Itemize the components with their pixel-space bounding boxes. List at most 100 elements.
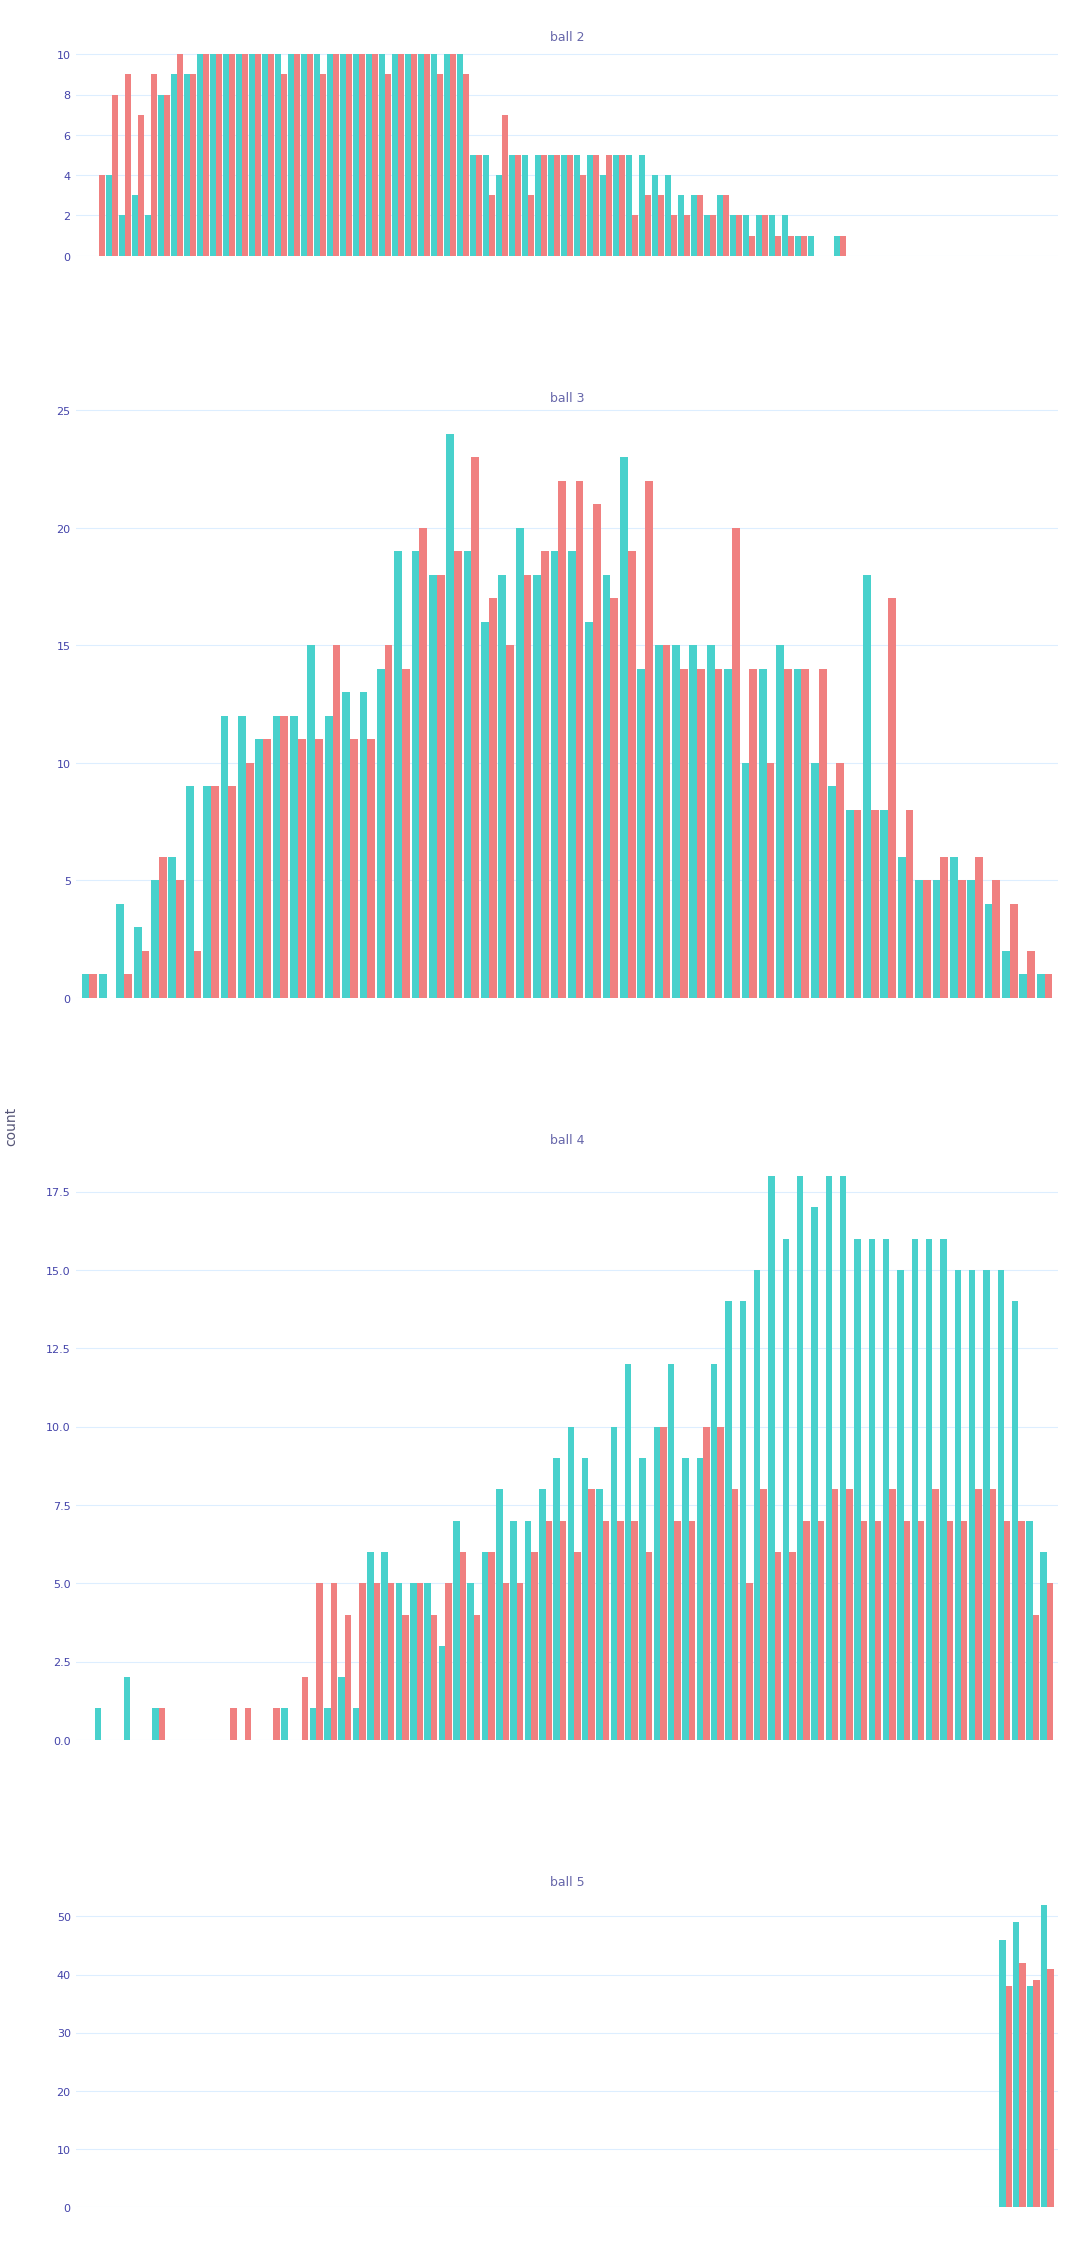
Bar xyxy=(589,1489,595,1741)
Bar xyxy=(788,236,794,257)
Bar xyxy=(723,196,729,257)
Bar xyxy=(775,236,781,257)
Bar xyxy=(1010,905,1017,998)
Bar xyxy=(756,216,762,257)
Bar xyxy=(338,1678,345,1741)
Bar xyxy=(298,741,306,998)
Bar xyxy=(437,74,443,257)
Bar xyxy=(834,236,840,257)
Bar xyxy=(90,975,97,998)
Bar xyxy=(203,786,211,998)
Bar xyxy=(610,1428,617,1741)
Bar xyxy=(424,1583,431,1741)
Bar xyxy=(489,599,497,998)
Bar xyxy=(689,1520,696,1741)
Bar xyxy=(316,1583,323,1741)
Bar xyxy=(429,577,436,998)
Bar xyxy=(474,1615,481,1741)
Bar xyxy=(975,858,983,998)
Bar xyxy=(346,54,352,257)
Bar xyxy=(697,1457,703,1741)
Bar xyxy=(961,1520,968,1741)
Bar xyxy=(906,811,914,998)
Bar xyxy=(1012,1302,1018,1741)
Bar xyxy=(340,54,346,257)
Bar xyxy=(1005,1986,1012,2207)
Bar xyxy=(342,694,350,998)
Bar xyxy=(454,1520,460,1741)
Bar xyxy=(819,669,826,998)
Bar xyxy=(151,881,159,998)
Bar xyxy=(198,54,203,257)
Bar xyxy=(498,577,507,998)
Bar xyxy=(482,1552,488,1741)
Bar xyxy=(444,54,450,257)
Bar xyxy=(606,155,612,257)
Bar xyxy=(417,1583,423,1741)
Bar xyxy=(999,1939,1005,2207)
Bar xyxy=(294,54,300,257)
Bar xyxy=(620,457,627,998)
Bar xyxy=(735,216,742,257)
Bar xyxy=(211,54,216,257)
Bar xyxy=(1032,1615,1039,1741)
Bar xyxy=(710,216,716,257)
Bar xyxy=(897,1270,904,1741)
Bar xyxy=(476,155,482,257)
Title: ball 4: ball 4 xyxy=(550,1135,584,1146)
Bar xyxy=(610,599,618,998)
Bar xyxy=(106,176,112,257)
Bar xyxy=(367,741,375,998)
Bar xyxy=(645,482,653,998)
Bar xyxy=(445,1583,451,1741)
Bar xyxy=(454,552,462,998)
Bar xyxy=(774,1552,781,1741)
Bar xyxy=(777,646,784,998)
Bar xyxy=(333,646,340,998)
Bar xyxy=(472,457,480,998)
Bar xyxy=(697,196,703,257)
Bar xyxy=(832,1489,838,1741)
Bar xyxy=(145,216,151,257)
Bar xyxy=(360,694,367,998)
Bar xyxy=(1013,1923,1020,2207)
Bar xyxy=(626,155,632,257)
Bar xyxy=(625,1365,632,1741)
Bar xyxy=(808,236,814,257)
Bar xyxy=(314,54,320,257)
Bar xyxy=(324,1709,330,1741)
Bar xyxy=(760,1489,767,1741)
Bar xyxy=(861,1520,867,1741)
Bar xyxy=(463,74,469,257)
Bar xyxy=(384,74,391,257)
Bar xyxy=(746,1583,753,1741)
Bar xyxy=(941,858,948,998)
Bar xyxy=(264,741,271,998)
Bar xyxy=(288,54,294,257)
Bar xyxy=(658,196,664,257)
Bar xyxy=(985,905,993,998)
Bar xyxy=(255,54,261,257)
Bar xyxy=(230,1709,237,1741)
Bar xyxy=(854,1239,861,1741)
Bar xyxy=(549,155,554,257)
Bar xyxy=(870,811,879,998)
Bar xyxy=(567,155,572,257)
Title: ball 5: ball 5 xyxy=(550,1876,584,1889)
Bar xyxy=(660,1428,666,1741)
Bar xyxy=(889,1489,895,1741)
Bar xyxy=(932,881,941,998)
Bar xyxy=(801,236,807,257)
Bar xyxy=(488,1552,495,1741)
Bar xyxy=(1034,1980,1040,2207)
Bar xyxy=(863,577,870,998)
Bar xyxy=(177,54,183,257)
Bar xyxy=(281,716,288,998)
Bar xyxy=(496,176,502,257)
Bar xyxy=(138,115,144,257)
Bar xyxy=(883,1239,889,1741)
Bar xyxy=(186,786,193,998)
Bar xyxy=(703,1428,710,1741)
Bar xyxy=(797,1176,804,1741)
Bar xyxy=(568,1428,575,1741)
